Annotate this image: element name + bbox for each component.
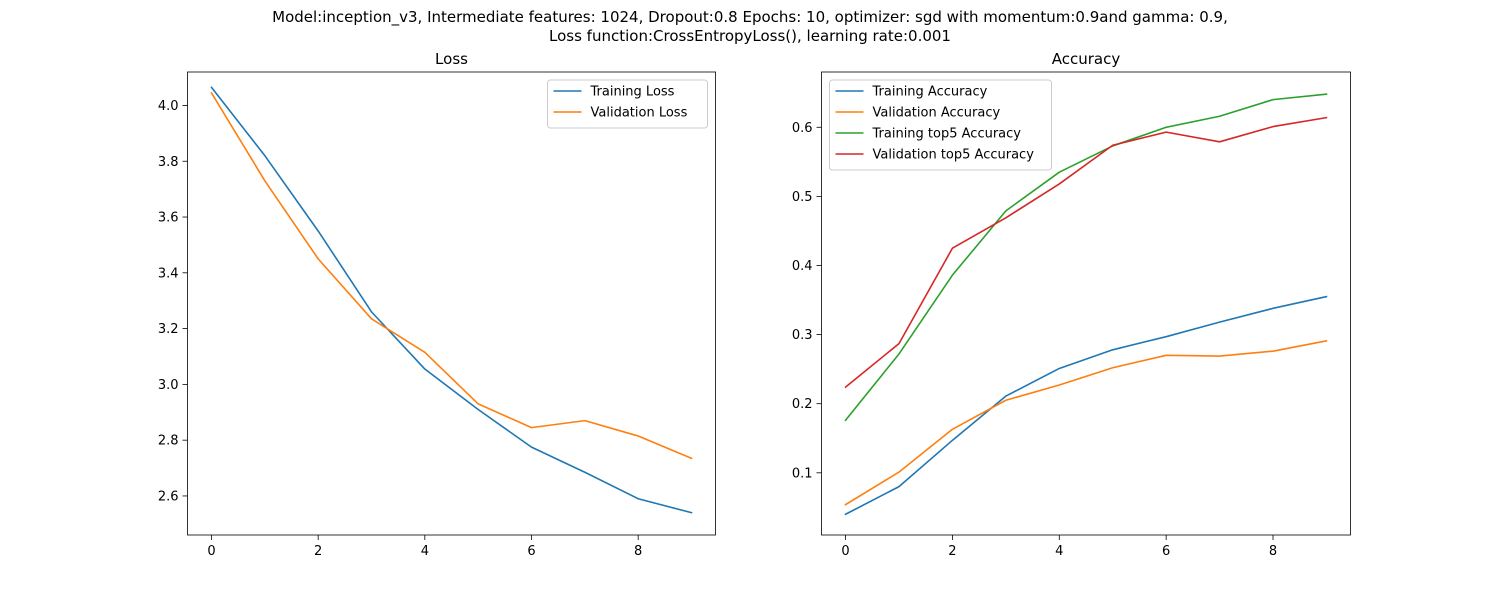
series-line-validation-accuracy: [844, 339, 1328, 506]
y-tick-label: 0.6: [792, 121, 813, 136]
x-tick-label: 8: [1269, 544, 1277, 559]
y-tick-label: 4.0: [158, 99, 179, 114]
figure-title-line-2: Loss function:CrossEntropyLoss(), learni…: [549, 27, 951, 45]
y-tick-label: 0.1: [792, 466, 813, 481]
legend-box: [829, 79, 1052, 171]
x-tick-label: 8: [634, 544, 642, 559]
series-line-training-accuracy: [844, 295, 1328, 516]
x-tick-label: 6: [1162, 544, 1170, 559]
legend-entry: Validation Accuracy: [873, 106, 1001, 121]
series-line-training-loss: [210, 86, 693, 514]
chart-loss: Loss 0 2 4 6 8 2.6 2.8 3.0 3.2 3.4 3.6 3.8 4.0 Trainin…: [158, 50, 716, 559]
y-tick-label: 3.0: [158, 378, 179, 393]
x-tick-label: 0: [207, 544, 215, 559]
y-tick-label: 0.3: [792, 328, 813, 343]
legend: Training Loss Validation Loss: [547, 79, 708, 129]
y-tick-label: 3.4: [158, 266, 179, 281]
x-tick-label: 2: [314, 544, 322, 559]
y-tick-label: 0.4: [792, 259, 813, 274]
chart-title: Accuracy: [1052, 50, 1121, 68]
series-line-training-top5-accuracy: [844, 93, 1328, 422]
legend-entry: Training Accuracy: [872, 85, 988, 100]
y-tick-label: 2.8: [158, 434, 179, 449]
y-tick-label: 0.2: [792, 397, 813, 412]
chart-accuracy: Accuracy 0 2 4 6 8 0.1 0.2 0.3 0.4 0.5 0.6 Training …: [792, 50, 1351, 559]
y-tick-label: 3.2: [158, 322, 179, 337]
chart-title: Loss: [435, 50, 468, 68]
series-line-validation-top5-accuracy: [844, 116, 1328, 389]
series-line-validation-loss: [210, 91, 693, 460]
legend-entry: Training Loss: [590, 85, 675, 100]
x-tick-label: 2: [948, 544, 956, 559]
y-tick-label: 3.6: [158, 211, 179, 226]
x-tick-label: 6: [527, 544, 535, 559]
legend-box: [547, 79, 708, 129]
x-tick-label: 4: [1055, 544, 1063, 559]
figure-title: Model:inception_v3, Intermediate feature…: [0, 8, 1500, 46]
legend-entry: Validation top5 Accuracy: [873, 148, 1035, 163]
axes-frame: [187, 71, 716, 536]
axes-frame: [821, 71, 1351, 536]
y-tick-label: 2.6: [158, 489, 179, 504]
legend-entry: Training top5 Accuracy: [872, 127, 1022, 142]
figure-title-line-1: Model:inception_v3, Intermediate feature…: [272, 8, 1228, 26]
legend-entry: Validation Loss: [591, 106, 688, 121]
x-tick-label: 0: [841, 544, 849, 559]
y-tick-label: 3.8: [158, 155, 179, 170]
y-tick-label: 0.5: [792, 190, 813, 205]
x-tick-label: 4: [421, 544, 429, 559]
legend: Training Accuracy Validation Accuracy Trai…: [829, 79, 1052, 171]
